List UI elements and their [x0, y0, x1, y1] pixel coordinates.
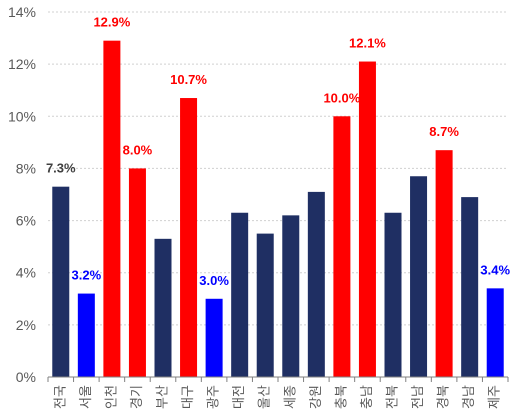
- x-tick-label: 경북: [437, 385, 452, 409]
- bar: [384, 212, 402, 377]
- data-label: 10.0%: [323, 90, 360, 105]
- x-tick-label: 서울: [79, 385, 94, 409]
- bar: [103, 40, 121, 378]
- x-tick-label: 강원: [309, 385, 324, 409]
- bar: [180, 98, 198, 378]
- data-label: 7.3%: [46, 161, 76, 176]
- bar: [461, 197, 479, 377]
- bar: [435, 150, 453, 377]
- y-tick-label: 10%: [8, 108, 36, 124]
- x-tick-label: 제주: [488, 385, 503, 409]
- bar: [52, 186, 70, 377]
- x-tick-label: 경남: [462, 385, 477, 409]
- bar: [256, 233, 274, 377]
- x-tick-label: 인천: [104, 385, 119, 409]
- data-label: 12.9%: [93, 15, 130, 30]
- y-tick-label: 12%: [8, 56, 36, 72]
- data-label: 10.7%: [170, 72, 207, 87]
- bar: [77, 293, 95, 377]
- x-tick-label: 대구: [181, 385, 196, 409]
- y-tick-label: 6%: [16, 213, 36, 229]
- bar: [358, 61, 376, 378]
- x-tick-label: 경기: [130, 385, 145, 409]
- x-tick-label: 전북: [386, 385, 401, 409]
- y-tick-label: 0%: [16, 369, 36, 385]
- x-tick-label: 전국: [53, 385, 68, 409]
- data-label: 12.1%: [349, 36, 386, 51]
- bar: [307, 191, 325, 377]
- y-tick-label: 2%: [16, 317, 36, 333]
- x-tick-label: 대전: [232, 385, 247, 409]
- bar: [128, 168, 146, 377]
- x-tick-label: 광주: [207, 385, 222, 409]
- x-tick-label: 세종: [283, 385, 298, 409]
- y-tick-label: 8%: [16, 160, 36, 176]
- data-label: 8.0%: [123, 142, 153, 157]
- data-label: 3.2%: [72, 268, 102, 283]
- x-tick-label: 울산: [258, 385, 273, 409]
- bar: [410, 176, 428, 377]
- x-tick-label: 전남: [411, 385, 426, 409]
- bar: [333, 116, 351, 378]
- x-tick-label: 충북: [334, 385, 349, 409]
- bar: [205, 298, 223, 377]
- data-label: 3.0%: [199, 273, 229, 288]
- bar: [282, 215, 300, 377]
- data-label: 3.4%: [480, 262, 510, 277]
- x-tick-label: 충남: [360, 385, 375, 409]
- bar: [154, 238, 172, 377]
- y-tick-label: 14%: [8, 4, 36, 20]
- y-tick-label: 4%: [16, 265, 36, 281]
- data-label: 8.7%: [429, 124, 459, 139]
- bar: [231, 212, 249, 377]
- x-tick-label: 부산: [156, 385, 171, 409]
- bar: [486, 288, 504, 377]
